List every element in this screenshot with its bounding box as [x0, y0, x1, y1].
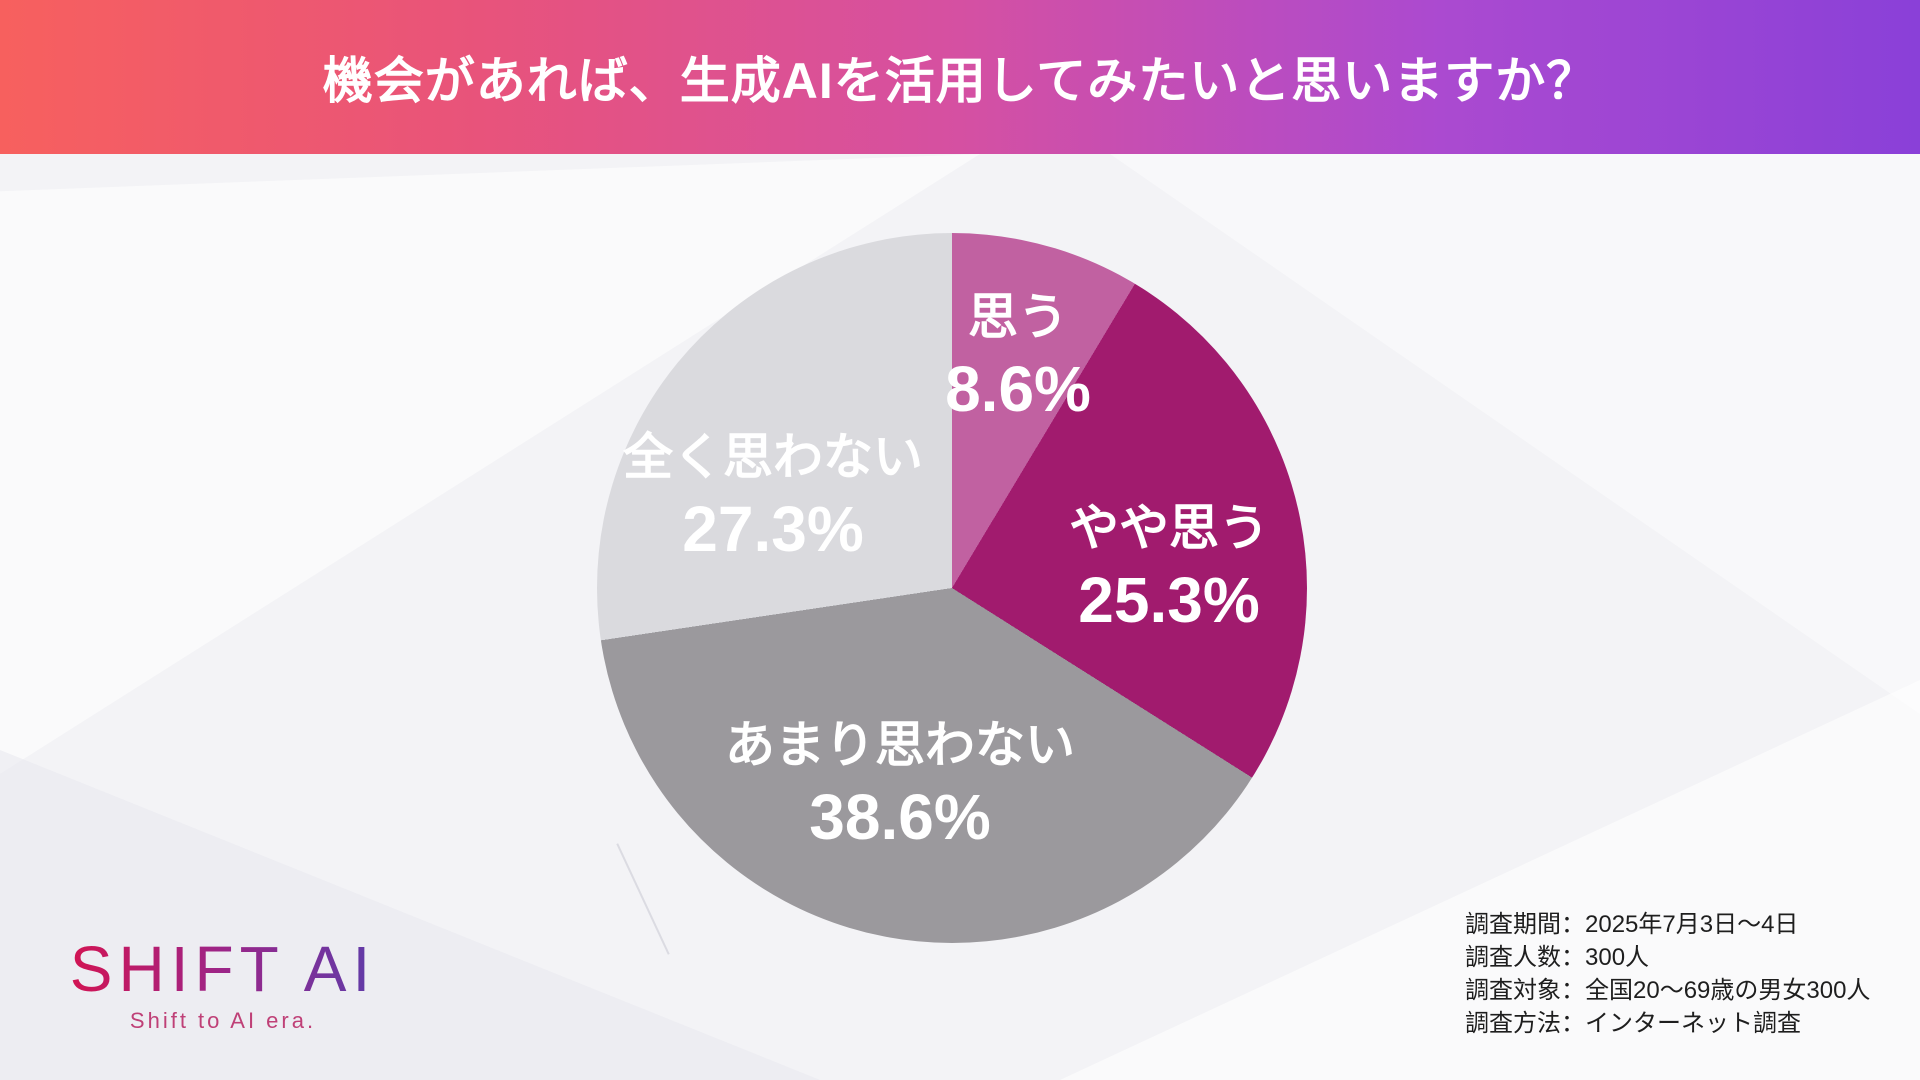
header-banner: 機会があれば、生成AIを活用してみたいと思いますか？: [0, 0, 1920, 154]
segment-label: あまり思わない: [725, 717, 1075, 773]
survey-sample-size: 調査人数：300人: [1465, 944, 1650, 971]
survey-period: 調査期間：2025年7月3日〜4日: [1465, 911, 1799, 938]
pie-label-omou: 思う 8.6%: [945, 284, 1091, 428]
segment-value: 27.3%: [682, 493, 864, 565]
survey-info: 調査期間：2025年7月3日〜4日 調査人数：300人 調査対象：全国20〜69…: [1465, 908, 1870, 1040]
segment-label: 全く思わない: [623, 429, 923, 485]
survey-method: 調査方法：インターネット調査: [1465, 1010, 1801, 1037]
chart-title: 機会があれば、生成AIを活用してみたいと思いますか？: [322, 53, 1598, 109]
segment-value: 25.3%: [1078, 564, 1260, 636]
survey-target: 調査対象：全国20〜69歳の男女300人: [1465, 977, 1871, 1004]
shift-ai-logo: SHIFT AI Shift to AI era.: [58, 936, 388, 1034]
segment-label: やや思う: [1069, 500, 1269, 556]
pie-chart: [597, 233, 1307, 943]
segment-value: 38.6%: [809, 781, 991, 853]
segment-label: 思う: [968, 289, 1068, 345]
logo-tagline: Shift to AI era.: [129, 1008, 317, 1033]
pie-label-yaya-omou: やや思う 25.3%: [1069, 495, 1269, 639]
pie-label-amari-omowanai: あまり思わない 38.6%: [725, 712, 1075, 856]
segment-value: 8.6%: [945, 353, 1091, 425]
background-pattern-edge: [616, 843, 670, 955]
pie-label-mattaku-omowanai: 全く思わない 27.3%: [623, 424, 923, 568]
logo-wordmark: SHIFT AI: [58, 936, 388, 1002]
